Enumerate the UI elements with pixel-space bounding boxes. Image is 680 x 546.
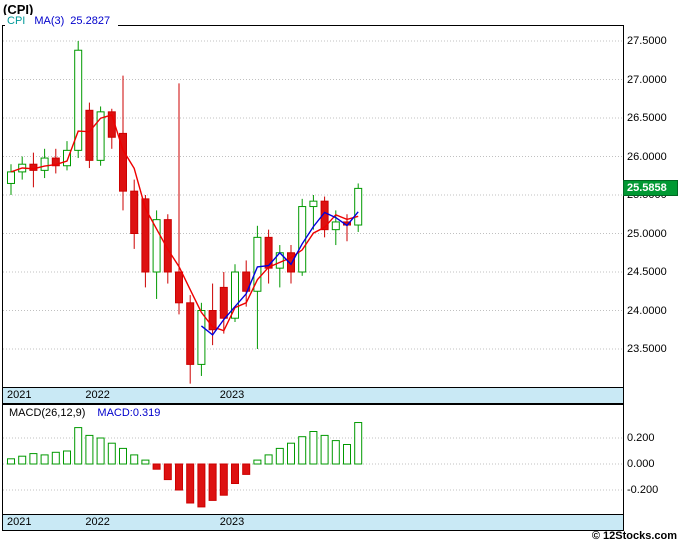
ma-fast-line — [10, 114, 359, 332]
macd-bar-negative — [208, 463, 217, 501]
macd-bar-positive — [107, 442, 116, 465]
year-label-2021: 2021 — [7, 516, 32, 528]
macd-bar-positive — [130, 454, 139, 465]
macd-bar-negative — [219, 463, 228, 496]
macd-chart-pane: MACD(26,12,9) MACD:0.319 2021 2022 2023 — [2, 404, 624, 531]
candle-body-down — [141, 198, 150, 273]
price-axis-tick: 23.5000 — [627, 343, 667, 355]
macd-title: MACD(26,12,9) — [9, 407, 86, 419]
candle-body-down — [85, 109, 94, 161]
last-price-tag: 25.5858 — [623, 180, 678, 197]
candle-body-up — [197, 310, 206, 365]
price-legend: CPI MA(3) 25.2827 — [5, 15, 119, 27]
macd-xaxis-band: 2021 2022 2023 — [3, 514, 623, 530]
macd-bar-positive — [309, 431, 318, 465]
price-axis-tick: 24.0000 — [627, 304, 667, 317]
price-xaxis-band: 2021 2022 2023 — [3, 387, 623, 403]
year-label-2023: 2023 — [219, 389, 245, 401]
macd-bar-negative — [152, 463, 161, 470]
price-axis-tick: 27.0000 — [627, 73, 667, 86]
macd-bar-positive — [320, 434, 329, 465]
candle-body-down — [287, 252, 295, 273]
candle-body-down — [51, 157, 60, 167]
macd-histogram-chart — [3, 422, 623, 508]
macd-axis-tick: -0.200 — [627, 484, 659, 496]
macd-bar-negative — [231, 463, 239, 484]
macd-bar-positive — [96, 437, 105, 465]
candle-body-down — [320, 200, 329, 231]
symbol-title: (CPI) — [3, 2, 34, 17]
candle-body-up — [96, 111, 105, 161]
macd-bar-positive — [74, 427, 83, 465]
macd-bar-negative — [242, 463, 251, 475]
macd-bar-positive — [63, 450, 71, 465]
candle-body-up — [63, 149, 71, 167]
legend-series-name: CPI — [7, 15, 26, 27]
candle-body-down — [186, 302, 195, 365]
price-axis-tick: 26.5000 — [627, 112, 667, 124]
candle-body-up — [354, 187, 363, 226]
candle-body-down — [175, 271, 183, 304]
macd-bar-positive — [141, 459, 150, 465]
ma3-line — [200, 211, 359, 336]
price-axis-tick: 24.5000 — [627, 266, 667, 278]
macd-bar-positive — [51, 451, 60, 465]
macd-bar-positive — [253, 459, 262, 465]
macd-bar-positive — [85, 434, 94, 465]
price-axis-tick: 26.0000 — [627, 150, 667, 163]
candle-body-up — [152, 219, 161, 273]
candle-body-up — [74, 49, 83, 151]
price-axis-tick: 25.0000 — [627, 227, 667, 240]
candle-body-up — [253, 236, 262, 292]
macd-bar-positive — [7, 458, 15, 465]
price-axis-tick: 27.5000 — [627, 35, 667, 47]
macd-bar-positive — [354, 422, 363, 465]
candle-body-down — [163, 219, 172, 273]
macd-bar-positive — [298, 436, 307, 465]
macd-bar-positive — [343, 444, 351, 465]
candle-body-down — [242, 271, 251, 292]
candle-body-up — [331, 221, 340, 231]
macd-bar-positive — [29, 453, 38, 465]
legend-ma-value: 25.2827 — [70, 15, 111, 27]
price-chart-pane: 2021 2022 2023 — [2, 25, 624, 404]
macd-bar-negative — [186, 463, 195, 504]
macd-bar-negative — [197, 463, 206, 508]
macd-value-label: MACD:0.319 — [97, 407, 161, 419]
macd-bar-positive — [275, 447, 284, 465]
year-label-2022: 2022 — [85, 516, 110, 528]
year-label-2023: 2023 — [219, 516, 245, 528]
macd-bar-positive — [40, 454, 49, 465]
watermark-credit: © 12Stocks.com — [591, 530, 677, 542]
legend-ma-label: MA(3) — [34, 15, 65, 27]
candle-body-up — [309, 200, 318, 208]
macd-axis-tick: 0.200 — [627, 432, 655, 444]
macd-bar-positive — [331, 440, 340, 465]
macd-bar-positive — [287, 442, 295, 465]
macd-bar-positive — [18, 455, 27, 465]
macd-legend: MACD(26,12,9) MACD:0.319 — [7, 407, 163, 419]
macd-bar-negative — [175, 463, 183, 491]
macd-bar-positive — [119, 447, 127, 465]
candle-body-down — [219, 286, 228, 319]
candle-body-down — [208, 310, 217, 331]
macd-axis-tick: 0.000 — [627, 458, 655, 470]
year-label-2022: 2022 — [85, 389, 110, 401]
macd-bar-positive — [264, 454, 273, 465]
candle-body-up — [231, 271, 239, 319]
candle-body-down — [119, 132, 127, 192]
year-label-2021: 2021 — [7, 389, 32, 401]
macd-bar-negative — [163, 463, 172, 481]
candle-body-down — [130, 190, 139, 234]
candle-body-up — [40, 157, 49, 171]
price-candlestick-chart — [3, 40, 623, 384]
candle-body-up — [7, 171, 15, 184]
